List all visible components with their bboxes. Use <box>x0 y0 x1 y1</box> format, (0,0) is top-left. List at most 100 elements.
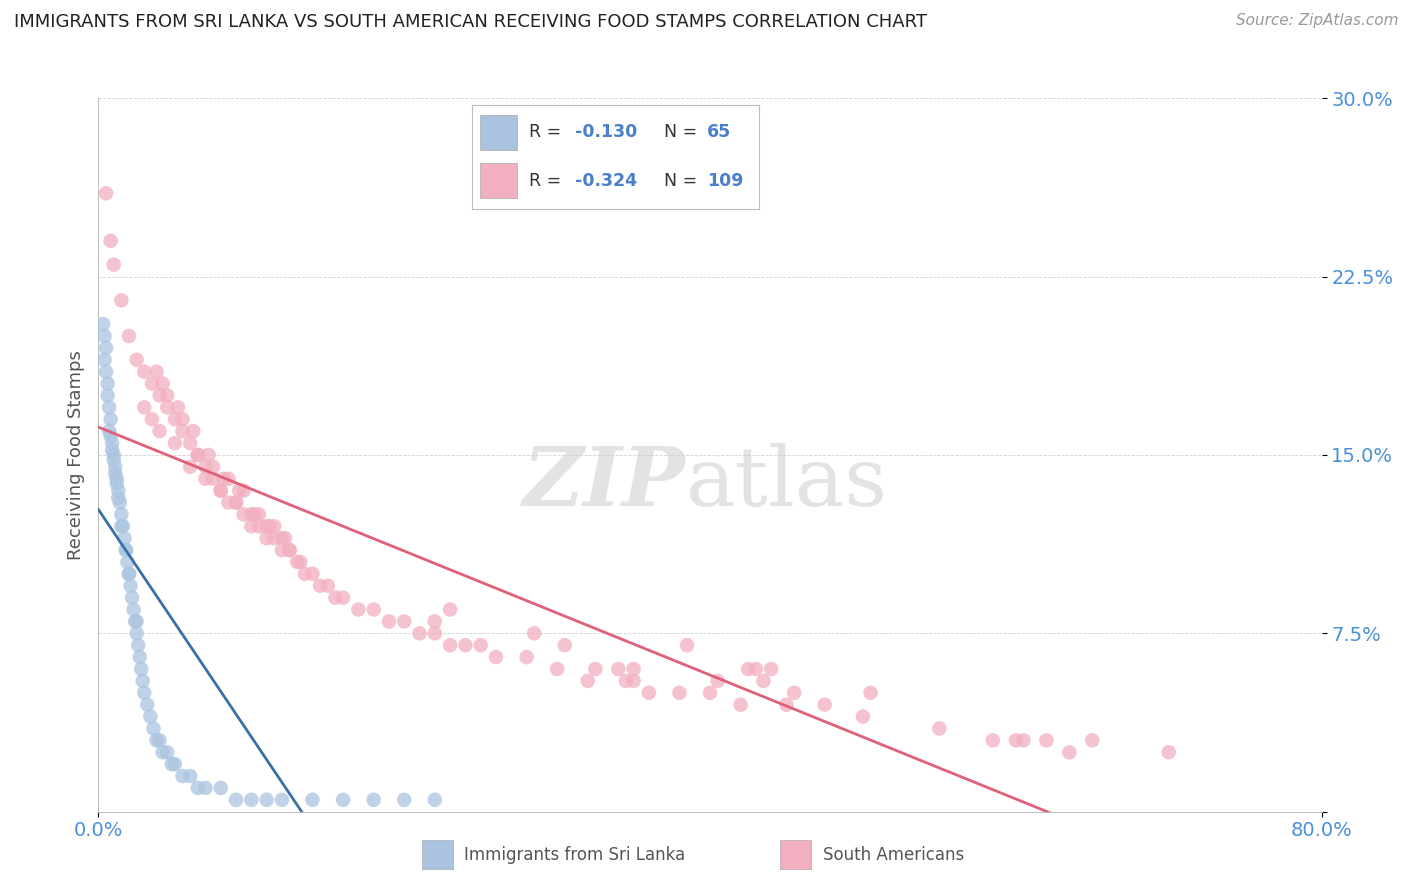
Point <box>108 495 131 509</box>
Point <box>243 508 266 522</box>
Point <box>145 365 167 379</box>
Point <box>423 615 446 629</box>
Point <box>225 495 247 509</box>
Point <box>134 686 156 700</box>
Point <box>212 472 235 486</box>
Point <box>160 757 183 772</box>
Point <box>706 673 728 688</box>
Point <box>285 555 308 569</box>
Point <box>392 615 416 629</box>
Point <box>775 698 797 712</box>
Point <box>124 615 146 629</box>
Point <box>1004 733 1026 747</box>
Point <box>730 698 752 712</box>
Point <box>256 519 278 533</box>
Point <box>105 472 128 486</box>
Text: Immigrants from Sri Lanka: Immigrants from Sri Lanka <box>464 846 685 863</box>
Point <box>470 638 492 652</box>
Point <box>163 757 186 772</box>
Point <box>105 476 128 491</box>
Point <box>194 780 217 795</box>
Text: IMMIGRANTS FROM SRI LANKA VS SOUTH AMERICAN RECEIVING FOOD STAMPS CORRELATION CH: IMMIGRANTS FROM SRI LANKA VS SOUTH AMERI… <box>14 13 927 31</box>
Point <box>325 591 347 605</box>
Point <box>179 436 201 450</box>
Point <box>93 352 115 367</box>
Point <box>852 709 875 723</box>
Point <box>149 388 172 402</box>
Point <box>637 686 661 700</box>
Point <box>209 483 232 498</box>
Point <box>118 566 141 581</box>
Point <box>676 638 699 652</box>
Point <box>623 673 645 688</box>
Point <box>94 341 117 355</box>
Point <box>1157 745 1180 759</box>
Point <box>247 508 270 522</box>
Point <box>101 443 124 458</box>
Point <box>118 566 141 581</box>
Point <box>149 424 172 438</box>
Point <box>485 650 508 665</box>
Point <box>290 555 312 569</box>
Text: atlas: atlas <box>686 443 887 524</box>
Text: ZIP: ZIP <box>523 443 686 524</box>
Point <box>259 519 281 533</box>
Point <box>332 591 354 605</box>
Point <box>225 793 247 807</box>
Point <box>270 793 294 807</box>
Point <box>278 543 301 558</box>
Point <box>172 424 194 438</box>
Point <box>156 388 179 402</box>
Point <box>98 401 121 415</box>
Point <box>104 459 127 474</box>
Point <box>107 483 129 498</box>
Point <box>270 543 294 558</box>
Point <box>134 365 156 379</box>
Point <box>100 429 122 443</box>
Point <box>197 448 219 462</box>
Point <box>172 412 194 426</box>
Point <box>408 626 430 640</box>
Point <box>181 424 204 438</box>
Point <box>110 519 132 533</box>
Point <box>187 448 209 462</box>
Point <box>132 673 155 688</box>
Point <box>256 793 278 807</box>
Point <box>439 638 461 652</box>
Point <box>127 638 149 652</box>
Point <box>814 698 837 712</box>
Point <box>232 508 254 522</box>
Point <box>145 733 167 747</box>
Point <box>1081 733 1104 747</box>
Point <box>136 698 159 712</box>
Point <box>516 650 538 665</box>
Point <box>128 650 150 665</box>
Point <box>111 519 134 533</box>
Point <box>745 662 768 676</box>
Point <box>623 662 645 676</box>
Point <box>583 662 606 676</box>
Point <box>107 491 129 505</box>
Point <box>94 186 117 201</box>
Point <box>125 615 148 629</box>
Point <box>217 472 239 486</box>
Point <box>115 543 138 558</box>
Point <box>121 591 143 605</box>
Point <box>101 436 124 450</box>
Point <box>94 365 117 379</box>
Point <box>217 495 239 509</box>
Point <box>152 376 174 391</box>
Point <box>668 686 690 700</box>
Y-axis label: Receiving Food Stamps: Receiving Food Stamps <box>66 350 84 560</box>
Point <box>256 531 278 545</box>
Point <box>240 793 263 807</box>
Point <box>141 376 163 391</box>
Point <box>125 352 148 367</box>
Point <box>139 709 162 723</box>
Point <box>332 793 354 807</box>
Point <box>309 579 332 593</box>
Point <box>278 543 301 558</box>
Point <box>97 388 120 402</box>
Point <box>228 483 250 498</box>
Point <box>554 638 576 652</box>
